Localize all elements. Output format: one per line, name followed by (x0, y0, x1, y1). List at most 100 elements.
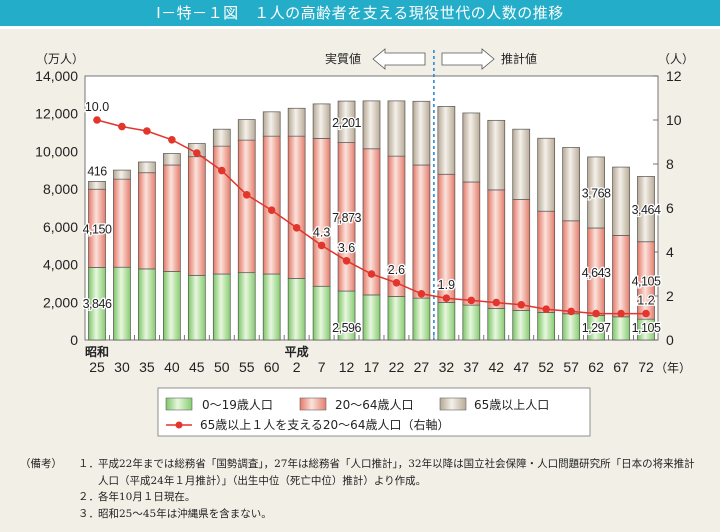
era-label: 平成 (285, 344, 309, 359)
y-right-tick-label: 8 (666, 156, 674, 172)
bar-segment-0-19 (437, 302, 456, 341)
y-right-tick-label: 0 (666, 332, 674, 348)
note-number: ２． (78, 491, 99, 503)
population-chart: 0 2,000 4,000 6,000 8,000 10,000 12,000 14,000 0… (35, 48, 694, 437)
x-axis-unit: （年） (655, 361, 691, 375)
bar-segment-0-19 (113, 266, 131, 341)
bar-data-label: 3,464 (632, 203, 661, 217)
support-ratio-point (592, 309, 600, 318)
bar-segment-65plus (113, 169, 131, 180)
bar-segment-0-19 (187, 274, 206, 341)
title-divider (0, 26, 720, 29)
support-ratio-point (392, 279, 401, 287)
bar-segment-20-64 (512, 199, 531, 311)
x-tick-label: 52 (538, 359, 554, 375)
x-tick-label: 22 (389, 359, 405, 375)
bar-segment-20-64 (163, 164, 181, 272)
bar-segment-65plus (612, 166, 630, 236)
line-data-label: 10.0 (85, 100, 109, 114)
bar-segment-0-19 (163, 271, 181, 341)
bar-segment-20-64 (462, 181, 481, 306)
x-tick-label: 50 (214, 359, 230, 375)
line-data-label: 3.6 (338, 241, 355, 255)
support-ratio-point (642, 309, 650, 318)
bar-segment-65plus (487, 119, 506, 191)
y-right-tick-label: 6 (666, 200, 674, 216)
support-ratio-point (317, 241, 326, 250)
line-data-label: 2.6 (388, 263, 405, 277)
y-left-tick-label: 0 (70, 332, 78, 348)
bar-segment-20-64 (537, 210, 556, 313)
bar-segment-0-19 (212, 273, 231, 341)
support-ratio-point (292, 224, 301, 232)
x-tick-label: 72 (638, 359, 654, 375)
y-right-tick-label: 12 (666, 68, 682, 84)
arrow-left-icon (372, 48, 426, 70)
x-tick-label: 2 (293, 359, 301, 375)
x-tick-label: 40 (164, 359, 180, 375)
bar-data-label: 416 (87, 164, 107, 178)
x-tick-label: 42 (488, 359, 504, 375)
legend-label-65plus: 65歳以上人口 (474, 398, 549, 412)
y-left-tick-label: 8,000 (43, 181, 78, 197)
legend: 0～19歳人口 20～64歳人口 65歳以上人口 65歳以上１人を支える20～6… (157, 387, 591, 437)
bar-segment-65plus (562, 147, 580, 222)
y-right-tick-label: 2 (666, 288, 674, 304)
y-left-tick-label: 10,000 (35, 143, 78, 159)
bar-segment-0-19 (512, 310, 531, 341)
bar-segment-65plus (312, 103, 331, 139)
bar-segment-20-64 (237, 139, 256, 274)
x-tick-label: 30 (114, 359, 130, 375)
note-text: 昭和25～45年は沖縄県を含まない。 (98, 507, 272, 520)
bar-segment-20-64 (187, 156, 206, 276)
bar-segment-0-19 (312, 285, 331, 341)
x-tick-label: 17 (364, 359, 380, 375)
bar-data-label: 1,297 (582, 321, 611, 335)
bar-segment-65plus (212, 128, 231, 147)
x-tick-label: 32 (439, 359, 455, 375)
x-tick-label: 35 (139, 359, 155, 375)
bar-segment-20-64 (412, 164, 431, 299)
bar-data-label: 2,201 (332, 116, 361, 130)
notes-label: （備考） (20, 458, 62, 470)
y-right-tick-label: 4 (666, 244, 674, 260)
support-ratio-point (367, 270, 376, 278)
support-ratio-point (617, 309, 625, 318)
support-ratio-point (143, 127, 151, 135)
bar-segment-20-64 (212, 145, 231, 275)
note-text: 各年10月１日現在。 (98, 491, 196, 503)
bar-segment-65plus (412, 100, 431, 166)
bar-segment-20-64 (113, 178, 131, 268)
support-ratio-point (93, 116, 101, 124)
y-left-tick-label: 2,000 (43, 294, 78, 310)
notes: （備考） １． 平成22年までは総務省「国勢調査」，27年は総務省「人口推計」，32… (20, 456, 698, 522)
bar-segment-65plus (287, 107, 306, 137)
support-ratio-point (442, 294, 451, 303)
x-tick-label: 45 (189, 359, 205, 375)
bar-data-label: 2,596 (332, 321, 361, 335)
y-left-tick-label: 4,000 (43, 257, 78, 273)
x-tick-label: 7 (318, 359, 326, 375)
bar-segment-65plus (88, 181, 106, 190)
estimate-label: 推計値 (501, 51, 537, 66)
bar-segment-0-19 (262, 273, 281, 341)
legend-swatch-65plus (439, 397, 467, 411)
bar-segment-65plus (138, 161, 156, 174)
support-ratio-point (242, 191, 251, 199)
bar-segment-65plus (362, 100, 381, 150)
support-ratio-point (168, 136, 176, 144)
bar-segment-0-19 (138, 268, 156, 341)
arrow-right-icon (441, 48, 495, 70)
bar-segment-65plus (587, 156, 605, 229)
y-left-tick-label: 12,000 (35, 106, 78, 122)
support-ratio-point (467, 296, 476, 305)
bar-segment-0-19 (362, 294, 381, 341)
x-tick-label: 55 (239, 359, 255, 375)
note-text: 平成22年までは総務省「国勢調査」，27年は総務省「人口推計」，32年以降は国立… (98, 458, 695, 487)
x-tick-label: 60 (264, 359, 280, 375)
bar-segment-20-64 (562, 220, 580, 315)
note-number: １． (78, 458, 99, 470)
x-tick-label: 57 (563, 359, 579, 375)
legend-marker-icon (175, 421, 183, 429)
bar-segment-0-19 (612, 316, 630, 341)
